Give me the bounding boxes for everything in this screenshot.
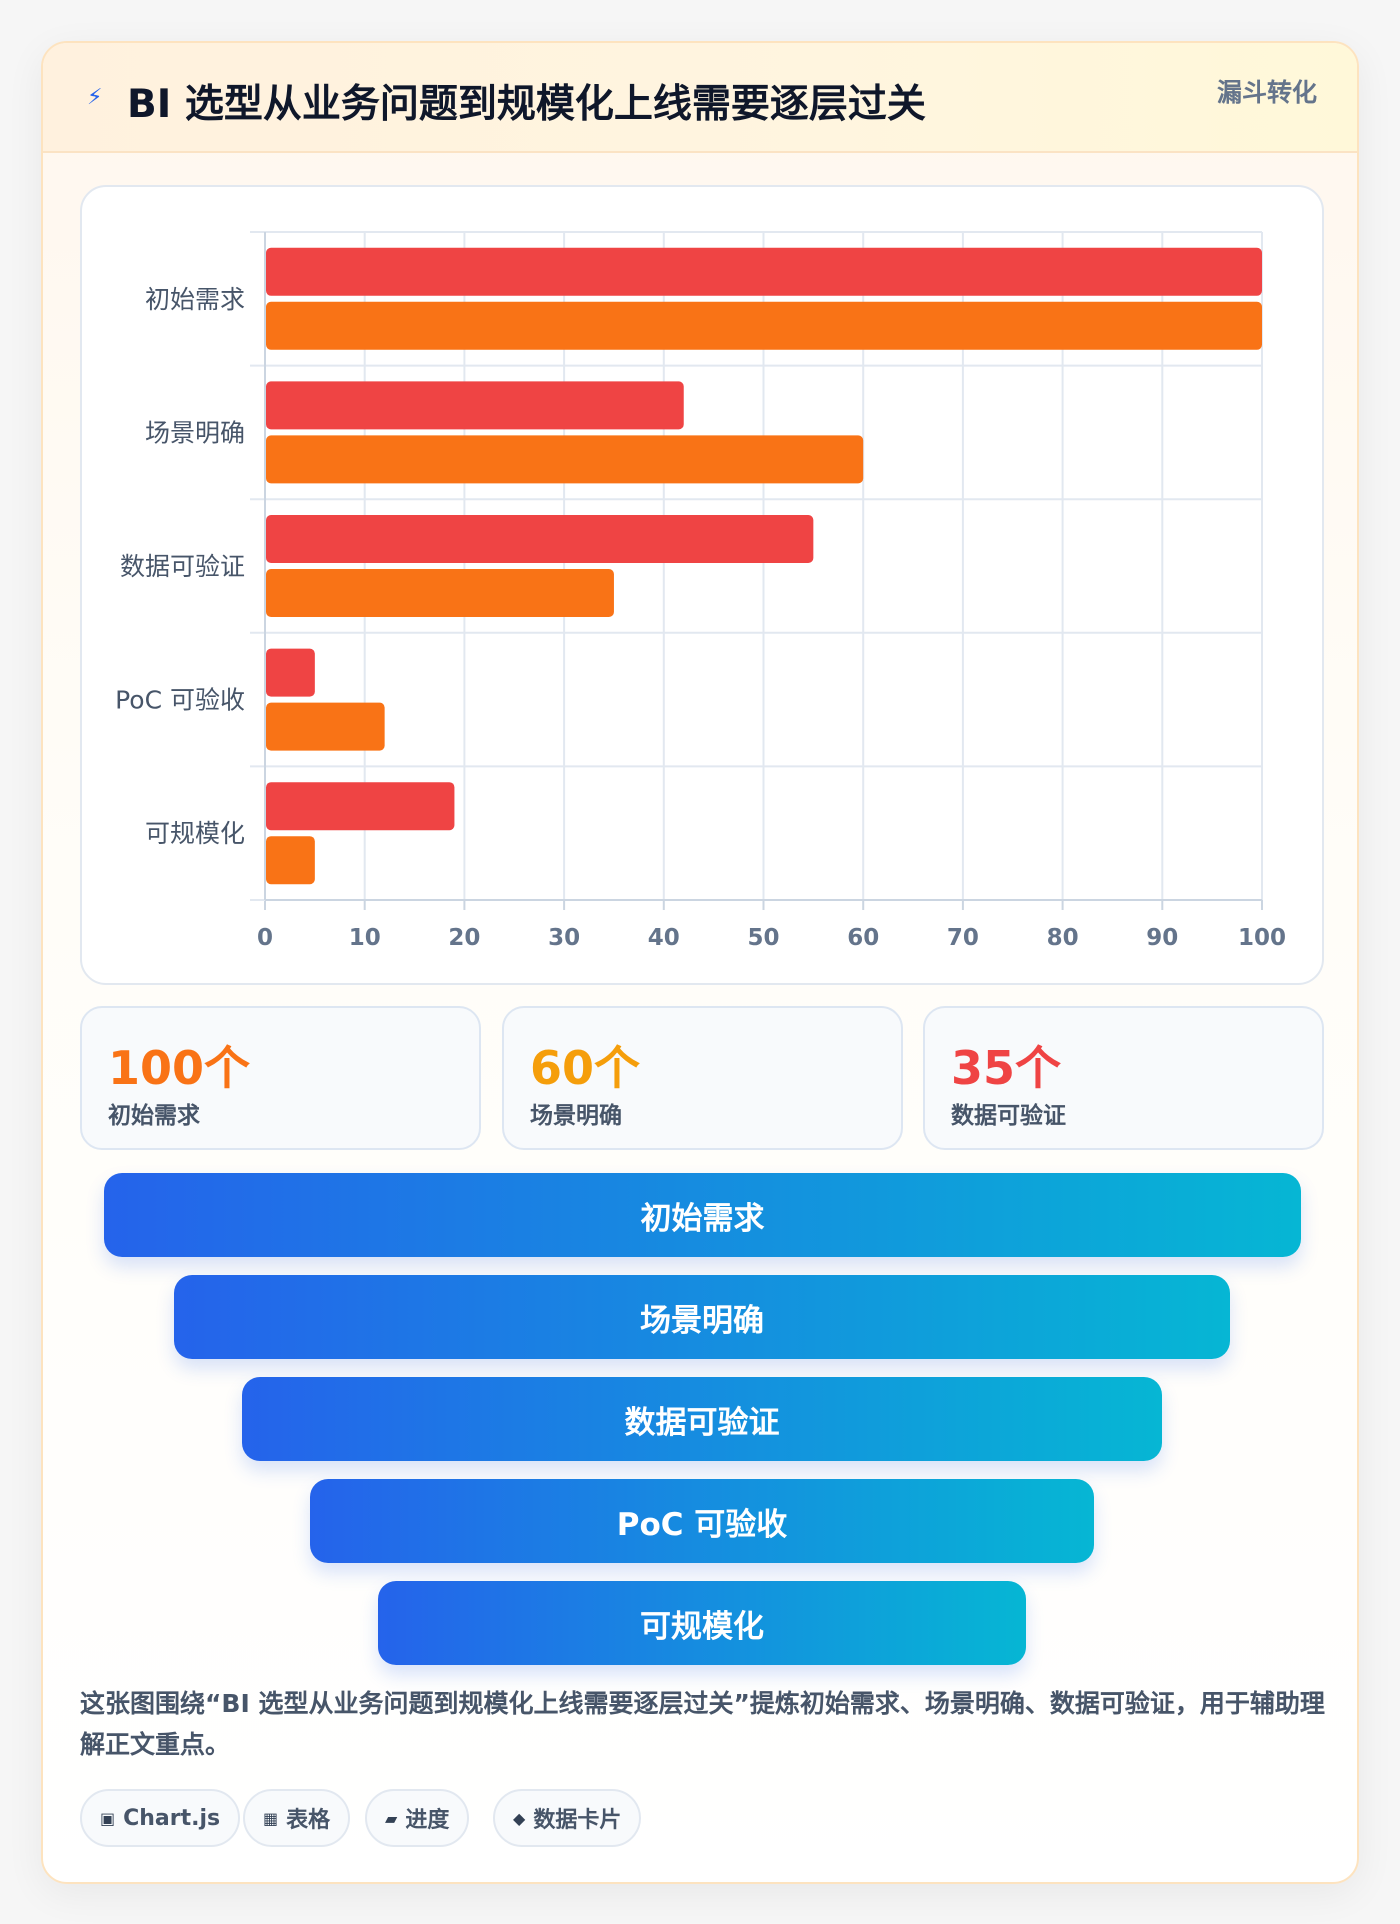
- bar-chart-panel: 0 10 20 30 40 50 60 70 80 90 100 初始需求场景明确数据可验证 PoC 可…: [80, 185, 1324, 985]
- y-tick-label: 数据可验证: [120, 552, 245, 581]
- funnel-stage: 场景明确: [174, 1275, 1230, 1359]
- bar-0-2: [266, 515, 814, 563]
- infographic-card: ⚡ BI 选型从业务问题到规模化上线需要逐层过关 漏斗转化 0 10 20 30 40 5…: [41, 41, 1359, 1884]
- page-title: BI 选型从业务问题到规模化上线需要逐层过关: [127, 82, 926, 127]
- stat-label: 场景明确: [530, 1103, 622, 1129]
- stat-card-data: 35个 数据可验证: [923, 1006, 1324, 1150]
- x-tick-label: 30: [548, 925, 580, 951]
- stat-value: 35个: [951, 1041, 1062, 1095]
- stat-value: 100个: [108, 1041, 251, 1095]
- chip-progress[interactable]: ▰ 进度: [365, 1789, 470, 1847]
- funnel-stage: 初始需求: [104, 1173, 1301, 1257]
- x-tick-label: 40: [648, 925, 680, 951]
- bar-1-2: [266, 569, 614, 617]
- x-tick-label: 60: [847, 925, 879, 951]
- stat-card-scenario: 60个 场景明确: [502, 1006, 903, 1150]
- stat-label: 数据可验证: [951, 1103, 1066, 1129]
- x-tick-label: 0: [257, 925, 273, 951]
- x-tick-label: 50: [747, 925, 779, 951]
- y-tick-label: 可规模化: [145, 819, 245, 848]
- x-tick-label: 100: [1238, 925, 1286, 951]
- chip-table[interactable]: ▦ 表格: [243, 1789, 351, 1847]
- chip-label: 表格: [286, 1808, 331, 1833]
- table-icon: ▦: [263, 1808, 279, 1828]
- header-tag: 漏斗转化: [1216, 78, 1317, 107]
- bar-1-3: [266, 702, 385, 751]
- chip-label: Chart.js: [123, 1805, 221, 1831]
- chart-icon: ▣: [100, 1808, 116, 1828]
- chip-data-card[interactable]: ◆ 数据卡片: [493, 1789, 642, 1847]
- bar-0-3: [266, 648, 315, 697]
- x-tick-label: 70: [947, 925, 979, 951]
- bar-1-4: [266, 836, 315, 885]
- progress-icon: ▰: [385, 1808, 398, 1828]
- stat-value: 60个: [530, 1041, 641, 1095]
- chip-label: 数据卡片: [533, 1808, 622, 1833]
- bar-1-1: [266, 435, 864, 484]
- card-header: ⚡ BI 选型从业务问题到规模化上线需要逐层过关 漏斗转化: [43, 43, 1357, 153]
- x-tick-label: 80: [1047, 925, 1079, 951]
- bar-0-0: [266, 247, 1262, 296]
- funnel-stage: PoC 可验收: [310, 1479, 1094, 1563]
- funnel-stage: 可规模化: [378, 1581, 1026, 1665]
- x-tick-label: 10: [349, 925, 381, 951]
- bar-1-0: [266, 301, 1262, 350]
- y-tick-label: PoC 可验收: [115, 686, 245, 715]
- bar-0-4: [266, 782, 455, 831]
- data-card-icon: ◆: [513, 1808, 526, 1828]
- chip-label: 进度: [405, 1808, 450, 1833]
- y-tick-label: 场景明确: [145, 418, 245, 447]
- bar-0-1: [266, 381, 684, 430]
- x-tick-label: 90: [1146, 925, 1178, 951]
- x-tick-label: 20: [448, 925, 480, 951]
- chip-chartjs[interactable]: ▣ Chart.js: [80, 1789, 241, 1847]
- y-tick-label: 初始需求: [145, 285, 245, 314]
- funnel-stage: 数据可验证: [242, 1377, 1162, 1461]
- lightning-icon: ⚡: [87, 85, 103, 110]
- stat-label: 初始需求: [108, 1103, 200, 1129]
- stat-card-initial: 100个 初始需求: [80, 1006, 481, 1150]
- description: 这张图围绕“BI 选型从业务问题到规模化上线需要逐层过关”提炼初始需求、场景明确…: [80, 1689, 1325, 1759]
